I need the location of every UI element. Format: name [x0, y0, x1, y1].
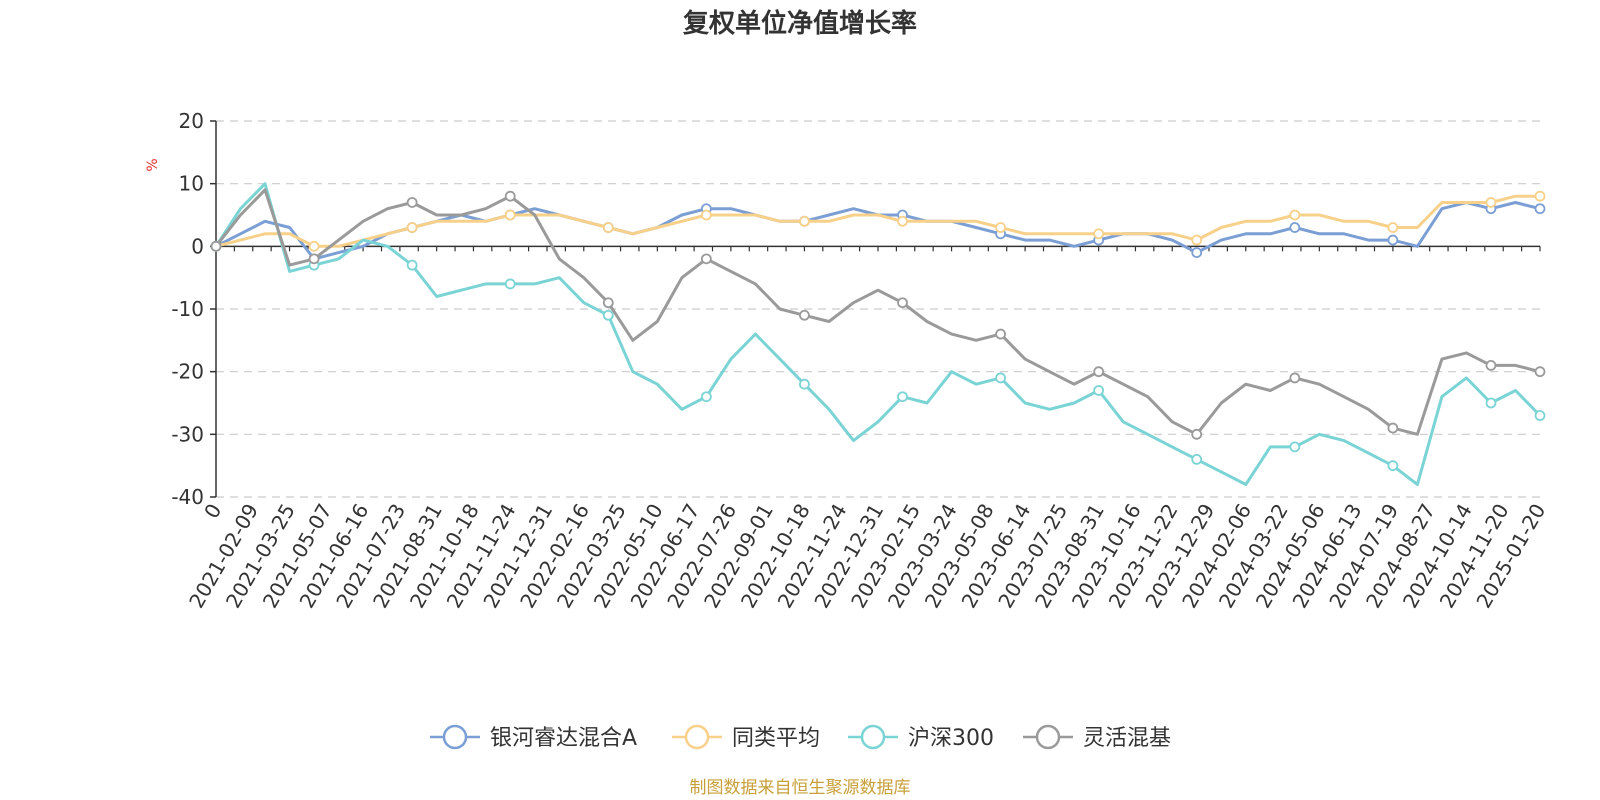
series-point — [799, 378, 810, 390]
series-point — [1191, 234, 1203, 246]
legend-circle-icon — [860, 724, 886, 750]
series-point — [1485, 397, 1497, 409]
series-point — [1191, 247, 1203, 259]
series-point — [1093, 228, 1105, 240]
series-point — [995, 372, 1006, 384]
legend-item-0[interactable]: 银河睿达混合A — [430, 724, 637, 751]
x-tick-label: 0 — [199, 500, 226, 523]
y-axis-unit: % — [145, 158, 161, 171]
legend-item-1[interactable]: 同类平均 — [672, 724, 820, 751]
y-tick-label: -40 — [171, 485, 204, 509]
series-point — [504, 278, 516, 290]
series-point — [700, 253, 712, 265]
grid-lines — [216, 120, 1540, 498]
series-point — [602, 297, 614, 309]
series-point — [1289, 441, 1301, 453]
series-lines — [210, 182, 1546, 486]
y-tick-label: 10 — [179, 172, 204, 196]
data-source-note: 制图数据来自恒生聚源数据库 — [690, 778, 911, 798]
axes: 20100-10-20-30-4002021-02-092021-03-2520… — [171, 109, 1550, 612]
series-point — [308, 253, 320, 265]
series-point — [1289, 222, 1301, 233]
series-point — [1387, 460, 1399, 472]
y-tick-label: -10 — [171, 297, 204, 321]
series-line-3 — [214, 188, 1541, 436]
series-point — [1191, 453, 1203, 465]
series-point — [897, 215, 908, 227]
legend-label: 沪深300 — [908, 726, 994, 751]
series-point — [1387, 234, 1399, 246]
series-point — [602, 222, 614, 233]
series-point — [1534, 366, 1546, 378]
series-point — [602, 309, 614, 321]
y-tick-label: -30 — [171, 422, 204, 446]
series-point — [1534, 410, 1546, 421]
legend-label: 同类平均 — [732, 726, 820, 751]
series-point — [1534, 190, 1546, 202]
series-point — [1093, 366, 1105, 378]
legend-circle-icon — [1035, 724, 1061, 750]
series-point — [308, 240, 320, 252]
legend-item-2[interactable]: 沪深300 — [848, 724, 994, 751]
legend-circle-icon — [684, 724, 710, 750]
series-point — [406, 197, 418, 208]
series-point — [1485, 359, 1497, 371]
series-point — [406, 222, 418, 233]
series-point — [700, 209, 712, 221]
y-tick-label: 20 — [179, 109, 204, 133]
series-point — [897, 297, 908, 309]
series-point — [406, 259, 418, 271]
series-line-2 — [214, 182, 1542, 486]
series-point — [897, 391, 908, 403]
series-point — [1534, 203, 1546, 215]
series-point — [799, 215, 810, 227]
series-point — [995, 222, 1006, 233]
series-line-1 — [215, 194, 1540, 248]
series-point — [1387, 222, 1399, 233]
y-tick-label: 0 — [191, 234, 204, 258]
chart-title: 复权单位净值增长率 — [683, 8, 917, 39]
legend-circle-icon — [442, 724, 468, 750]
series-point — [1485, 197, 1497, 208]
series-point — [1289, 372, 1301, 384]
legend[interactable]: 银河睿达混合A 同类平均 沪深300 灵活混基 — [430, 724, 1171, 751]
series-point — [700, 391, 712, 403]
y-tick-label: -20 — [171, 360, 204, 384]
series-point — [1289, 209, 1301, 221]
series-point — [504, 190, 516, 202]
series-point — [504, 209, 516, 221]
series-point — [210, 240, 222, 252]
legend-label: 灵活混基 — [1083, 726, 1171, 751]
series-point — [995, 328, 1006, 340]
series-point — [1387, 422, 1399, 434]
legend-item-3[interactable]: 灵活混基 — [1023, 724, 1171, 751]
legend-label: 银河睿达混合A — [490, 726, 637, 751]
series-point — [799, 309, 810, 321]
series-point — [1093, 385, 1105, 396]
series-point — [1191, 428, 1203, 440]
